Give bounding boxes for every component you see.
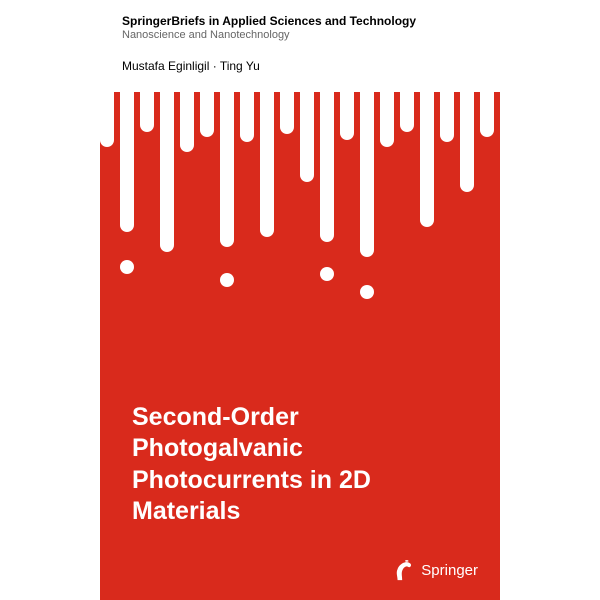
subseries-title: Nanoscience and Nanotechnology bbox=[122, 29, 478, 41]
red-background: Second-Order Photogalvanic Photocurrents… bbox=[100, 92, 500, 600]
publisher-name: Springer bbox=[421, 562, 478, 579]
publisher-block: Springer bbox=[393, 558, 478, 582]
drip-pattern bbox=[100, 92, 500, 312]
series-title: SpringerBriefs in Applied Sciences and T… bbox=[122, 14, 478, 28]
authors: Mustafa Eginligil · Ting Yu bbox=[122, 59, 478, 73]
cover-header: SpringerBriefs in Applied Sciences and T… bbox=[100, 0, 500, 73]
book-cover: SpringerBriefs in Applied Sciences and T… bbox=[100, 0, 500, 600]
book-title: Second-Order Photogalvanic Photocurrents… bbox=[132, 402, 460, 527]
springer-horse-icon bbox=[393, 558, 415, 582]
